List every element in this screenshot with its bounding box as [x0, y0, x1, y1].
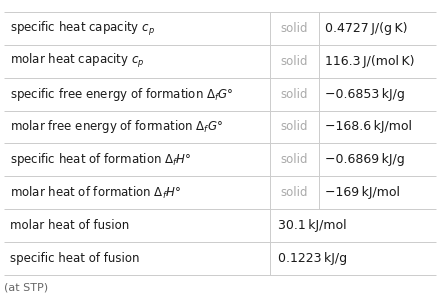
Bar — [4, 209, 436, 242]
Text: molar heat of formation $\Delta_f H°$: molar heat of formation $\Delta_f H°$ — [10, 185, 181, 201]
Text: 30.1 kJ/mol: 30.1 kJ/mol — [278, 219, 346, 232]
Text: (at STP): (at STP) — [4, 282, 48, 292]
Text: solid: solid — [281, 120, 308, 134]
Text: solid: solid — [281, 22, 308, 35]
Text: 0.4727 J/(g K): 0.4727 J/(g K) — [325, 22, 407, 35]
Text: molar heat of fusion: molar heat of fusion — [10, 219, 129, 232]
Bar — [4, 176, 436, 209]
Text: −168.6 kJ/mol: −168.6 kJ/mol — [325, 120, 412, 134]
Text: molar free energy of formation $\Delta_f G°$: molar free energy of formation $\Delta_f… — [10, 118, 223, 135]
Text: solid: solid — [281, 88, 308, 101]
Text: solid: solid — [281, 186, 308, 199]
Bar — [4, 242, 436, 274]
Bar — [4, 111, 436, 143]
Bar — [4, 143, 436, 176]
Text: specific heat capacity $c_p$: specific heat capacity $c_p$ — [10, 20, 155, 38]
Text: 116.3 J/(mol K): 116.3 J/(mol K) — [325, 55, 414, 68]
Text: solid: solid — [281, 153, 308, 166]
Text: −0.6853 kJ/g: −0.6853 kJ/g — [325, 88, 405, 101]
Bar — [4, 45, 436, 78]
Text: solid: solid — [281, 55, 308, 68]
Text: −0.6869 kJ/g: −0.6869 kJ/g — [325, 153, 405, 166]
Text: molar heat capacity $c_p$: molar heat capacity $c_p$ — [10, 52, 144, 70]
Text: −169 kJ/mol: −169 kJ/mol — [325, 186, 400, 199]
Bar — [4, 78, 436, 111]
Text: specific free energy of formation $\Delta_f G°$: specific free energy of formation $\Delt… — [10, 86, 233, 103]
Text: specific heat of formation $\Delta_f H°$: specific heat of formation $\Delta_f H°$ — [10, 151, 191, 168]
Text: 0.1223 kJ/g: 0.1223 kJ/g — [278, 252, 347, 265]
Text: specific heat of fusion: specific heat of fusion — [10, 252, 139, 265]
Bar — [4, 12, 436, 45]
